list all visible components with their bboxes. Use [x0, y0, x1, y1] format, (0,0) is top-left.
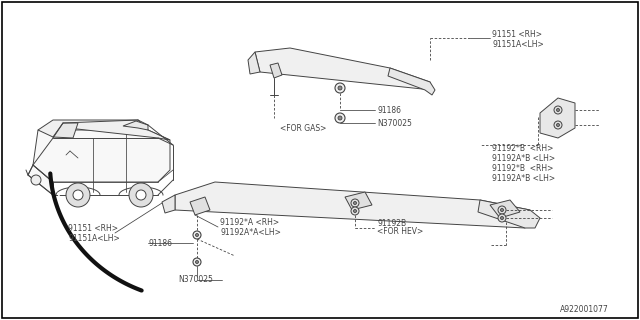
Text: 91151 <RH>: 91151 <RH>	[68, 223, 118, 233]
Circle shape	[353, 210, 356, 212]
Text: 91192A*B <LH>: 91192A*B <LH>	[492, 154, 555, 163]
Circle shape	[351, 207, 359, 215]
Text: 91192B: 91192B	[377, 219, 406, 228]
Polygon shape	[490, 200, 520, 218]
Circle shape	[500, 209, 504, 212]
Text: 91192*A <RH>: 91192*A <RH>	[220, 218, 279, 227]
Circle shape	[557, 124, 559, 126]
Circle shape	[335, 113, 345, 123]
Polygon shape	[53, 123, 78, 138]
Text: A922001077: A922001077	[560, 306, 609, 315]
Text: 91151 <RH>: 91151 <RH>	[492, 29, 542, 38]
Circle shape	[73, 190, 83, 200]
Text: 91192*B  <RH>: 91192*B <RH>	[492, 143, 554, 153]
Circle shape	[193, 258, 201, 266]
Text: N370025: N370025	[377, 118, 412, 127]
Polygon shape	[190, 197, 210, 215]
Circle shape	[66, 183, 90, 207]
Text: 91151A<LH>: 91151A<LH>	[492, 39, 544, 49]
Text: 91186: 91186	[377, 106, 401, 115]
Text: <FOR GAS>: <FOR GAS>	[280, 124, 326, 132]
Polygon shape	[388, 68, 435, 95]
Polygon shape	[162, 195, 175, 213]
Polygon shape	[123, 121, 148, 130]
Polygon shape	[270, 63, 282, 78]
Circle shape	[353, 202, 356, 204]
Circle shape	[500, 217, 504, 220]
Text: 91192*B  <RH>: 91192*B <RH>	[492, 164, 554, 172]
Polygon shape	[248, 52, 260, 74]
Polygon shape	[478, 200, 540, 228]
Circle shape	[338, 86, 342, 90]
Circle shape	[498, 206, 506, 214]
Text: 91151A<LH>: 91151A<LH>	[68, 234, 120, 243]
Circle shape	[31, 175, 41, 185]
Polygon shape	[345, 192, 372, 210]
Text: 91192A*B <LH>: 91192A*B <LH>	[492, 173, 555, 182]
Polygon shape	[33, 130, 170, 182]
Circle shape	[554, 106, 562, 114]
Circle shape	[195, 234, 198, 236]
Circle shape	[335, 83, 345, 93]
Polygon shape	[540, 98, 575, 138]
Text: 91186: 91186	[148, 238, 172, 247]
Circle shape	[498, 214, 506, 222]
Circle shape	[338, 116, 342, 120]
Circle shape	[136, 190, 146, 200]
Circle shape	[129, 183, 153, 207]
Polygon shape	[175, 182, 530, 228]
Text: N370025: N370025	[178, 276, 213, 284]
Circle shape	[554, 121, 562, 129]
Polygon shape	[255, 48, 432, 90]
Text: 91192A*A<LH>: 91192A*A<LH>	[220, 228, 281, 236]
Circle shape	[193, 231, 201, 239]
Text: <FOR HEV>: <FOR HEV>	[377, 227, 423, 236]
Circle shape	[351, 199, 359, 207]
Polygon shape	[38, 120, 170, 140]
Circle shape	[195, 260, 198, 263]
Circle shape	[557, 108, 559, 111]
Polygon shape	[28, 165, 53, 195]
